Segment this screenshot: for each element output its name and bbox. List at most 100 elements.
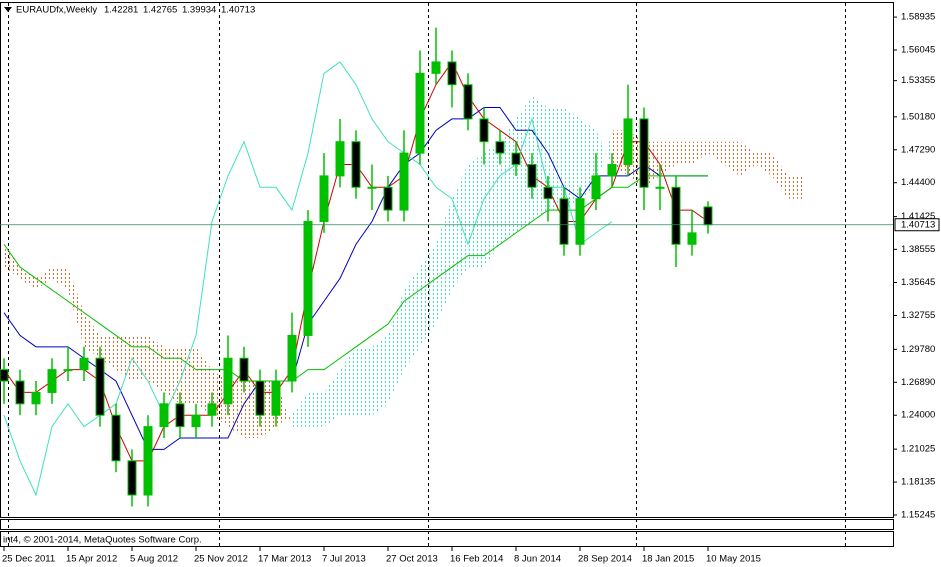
candle-body [463,84,473,120]
candle-body [0,369,9,382]
candle-body [159,403,169,428]
cloud-segment [740,141,756,176]
cloud-segment [548,107,564,211]
y-tick-label: 1.29780 [901,344,935,355]
indicator-line [3,175,708,382]
candle-body [655,186,665,189]
candle-body [47,369,57,393]
cloud-segment [436,198,452,325]
candle-body [671,186,681,245]
candle-body [191,414,201,428]
cloud-segment [52,267,68,290]
y-tick-label: 1.21025 [901,444,935,455]
candle-body [335,141,345,177]
candle-body [591,175,601,200]
candle-body [703,206,713,226]
x-tick-label: 25 Nov 2012 [194,554,248,565]
cloud-segment [420,244,436,347]
x-tick-label: 15 Apr 2012 [66,554,117,565]
candle-body [63,369,73,372]
y-tick-label: 1.24000 [901,410,935,421]
cloud-segment [676,141,692,165]
candle-body [415,72,425,154]
candle-body [127,460,137,496]
copyright: int4, © 2001-2014, MetaQuotes Software C… [3,535,202,546]
cloud-segment [4,244,20,279]
collapse-arrow[interactable] [4,7,12,12]
low-price: 1.39934 [182,5,216,16]
cloud-segment [388,289,404,404]
x-tick-label: 25 Dec 2011 [2,554,55,565]
candle-body [95,357,105,416]
y-tick-label: 1.44400 [901,177,935,188]
cloud-segment [692,141,708,165]
y-tick-label: 1.58935 [901,12,935,23]
x-tick-label: 18 Jan 2015 [642,554,694,565]
y-tick-label: 1.32755 [901,310,935,321]
x-tick-label: 10 May 2015 [706,554,761,565]
cloud-segment [468,153,484,268]
open-price: 1.42281 [104,5,138,16]
current-price-label: 1.40713 [901,219,935,230]
candle-body [239,357,249,382]
candle-body [495,141,505,154]
candle-body [543,186,553,200]
candle-body [303,220,313,336]
cloud-segment [724,141,740,176]
cloud-segment [196,346,212,416]
candle-body [351,141,361,188]
candle-body [623,118,633,165]
indicator-line [3,107,708,450]
y-tick-label: 1.41425 [901,211,935,222]
candle-body [31,391,41,405]
candle-body [79,357,89,371]
candle-body [175,403,185,428]
cloud-segment [596,130,612,188]
y-tick-label: 1.56045 [901,45,935,56]
close-price: 1.40713 [221,5,255,16]
candle-body [111,414,121,462]
x-tick-label: 28 Sep 2014 [578,554,632,565]
candle-body [15,380,25,405]
high-price: 1.42765 [143,5,177,16]
cloud-segment [756,153,772,176]
x-tick-label: 17 Mar 2013 [258,554,311,565]
candle-body [447,61,457,86]
indicator-window [0,531,894,547]
cloud-segment [660,141,676,176]
cloud-segment [132,335,148,382]
candle-body [575,198,585,245]
cloud-segment [356,346,372,416]
y-tick-label: 1.18135 [901,477,935,488]
y-tick-label: 1.35645 [901,277,935,288]
candle-body [367,186,377,189]
y-tick-label: 1.47290 [901,144,935,155]
candle-body [607,163,617,177]
candle-body [399,152,409,211]
candle-body [687,232,697,245]
y-tick-label: 1.50180 [901,111,935,122]
x-tick-label: 8 Jun 2014 [514,554,561,565]
cloud-segment [772,153,788,199]
y-tick-label: 1.38555 [901,244,935,255]
cloud-segment [324,369,340,427]
candle-body [319,175,329,222]
cloud-segment [708,141,724,165]
cloud-segment [532,96,548,222]
symbol-label: EURAUDfx,Weekly [16,5,97,16]
indicator-line [3,61,613,497]
cloud-segment [36,267,52,290]
cloud-segment [20,267,36,290]
candle-body [383,186,393,211]
cloud-segment [788,175,804,199]
cloud-segment [372,335,388,416]
cloud-segment [484,141,500,268]
candle-body [527,163,537,188]
x-tick-label: 27 Oct 2013 [386,554,438,565]
x-tick-label: 5 Aug 2012 [130,554,178,565]
current-price-box [894,218,940,232]
indicator-window [0,519,894,530]
y-tick-label: 1.15245 [901,510,935,521]
y-tick-label: 1.26890 [901,377,935,388]
